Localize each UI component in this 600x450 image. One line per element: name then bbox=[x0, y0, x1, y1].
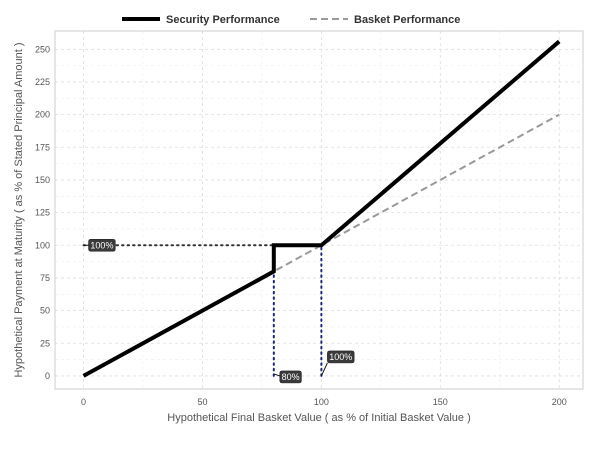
y-tick-label: 150 bbox=[35, 175, 50, 185]
x-tick-label: 150 bbox=[433, 397, 448, 407]
annotation-leader bbox=[273, 373, 280, 377]
x-tick-label: 50 bbox=[197, 397, 207, 407]
y-tick-label: 100 bbox=[35, 240, 50, 250]
annotation-label: 100% bbox=[329, 352, 352, 362]
y-tick-label: 225 bbox=[35, 77, 50, 87]
y-tick-label: 25 bbox=[40, 338, 50, 348]
y-tick-label: 200 bbox=[35, 110, 50, 120]
annotation-box bbox=[327, 350, 355, 364]
security-performance-line bbox=[82, 39, 561, 378]
legend-label: Basket Performance bbox=[354, 14, 460, 26]
reference-lines bbox=[82, 244, 323, 377]
x-tick-label: 100 bbox=[314, 397, 329, 407]
annotations: 100% 80% 100% bbox=[83, 239, 355, 384]
y-tick-label: 250 bbox=[35, 44, 50, 54]
x-axis-title: Hypothetical Final Basket Value ( as % o… bbox=[167, 412, 470, 424]
y-tick-label: 0 bbox=[45, 371, 50, 381]
tick-labels: 0 50 100 150 200 0 25 50 75 100 125 150 175 200 225 250 bbox=[35, 44, 567, 407]
annotation-label: 100% bbox=[90, 240, 113, 250]
annotation-label: 80% bbox=[282, 372, 300, 382]
series-lines bbox=[82, 39, 561, 378]
annotation-leader bbox=[320, 362, 328, 377]
y-tick-label: 75 bbox=[40, 273, 50, 283]
x-tick-label: 200 bbox=[552, 397, 567, 407]
x-tick-label: 0 bbox=[81, 397, 86, 407]
legend-label: Security Performance bbox=[166, 14, 280, 26]
y-tick-label: 125 bbox=[35, 208, 50, 218]
grid bbox=[55, 31, 583, 389]
legend: Security Performance Basket Performance bbox=[122, 14, 460, 26]
y-tick-label: 175 bbox=[35, 142, 50, 152]
y-axis-title: Hypothetical Payment at Maturity ( as % … bbox=[13, 42, 25, 377]
annotation-box bbox=[88, 239, 116, 252]
y-tick-label: 50 bbox=[40, 306, 50, 316]
annotation-box bbox=[279, 370, 302, 384]
plot-border bbox=[54, 30, 584, 390]
